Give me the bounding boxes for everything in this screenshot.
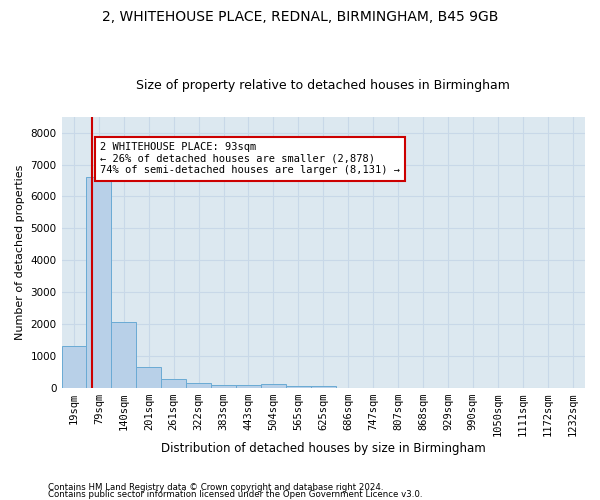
Y-axis label: Number of detached properties: Number of detached properties [15,164,25,340]
Bar [136,367,161,388]
Bar [86,178,112,388]
Title: Size of property relative to detached houses in Birmingham: Size of property relative to detached ho… [136,79,510,92]
Bar [62,346,86,388]
Bar [211,384,236,388]
X-axis label: Distribution of detached houses by size in Birmingham: Distribution of detached houses by size … [161,442,485,455]
Bar [261,384,286,388]
Bar [161,378,186,388]
Text: Contains HM Land Registry data © Crown copyright and database right 2024.: Contains HM Land Registry data © Crown c… [48,484,383,492]
Bar [186,384,211,388]
Text: 2 WHITEHOUSE PLACE: 93sqm
← 26% of detached houses are smaller (2,878)
74% of se: 2 WHITEHOUSE PLACE: 93sqm ← 26% of detac… [100,142,400,176]
Text: Contains public sector information licensed under the Open Government Licence v3: Contains public sector information licen… [48,490,422,499]
Bar [286,386,311,388]
Bar [112,322,136,388]
Bar [311,386,336,388]
Bar [236,386,261,388]
Text: 2, WHITEHOUSE PLACE, REDNAL, BIRMINGHAM, B45 9GB: 2, WHITEHOUSE PLACE, REDNAL, BIRMINGHAM,… [102,10,498,24]
